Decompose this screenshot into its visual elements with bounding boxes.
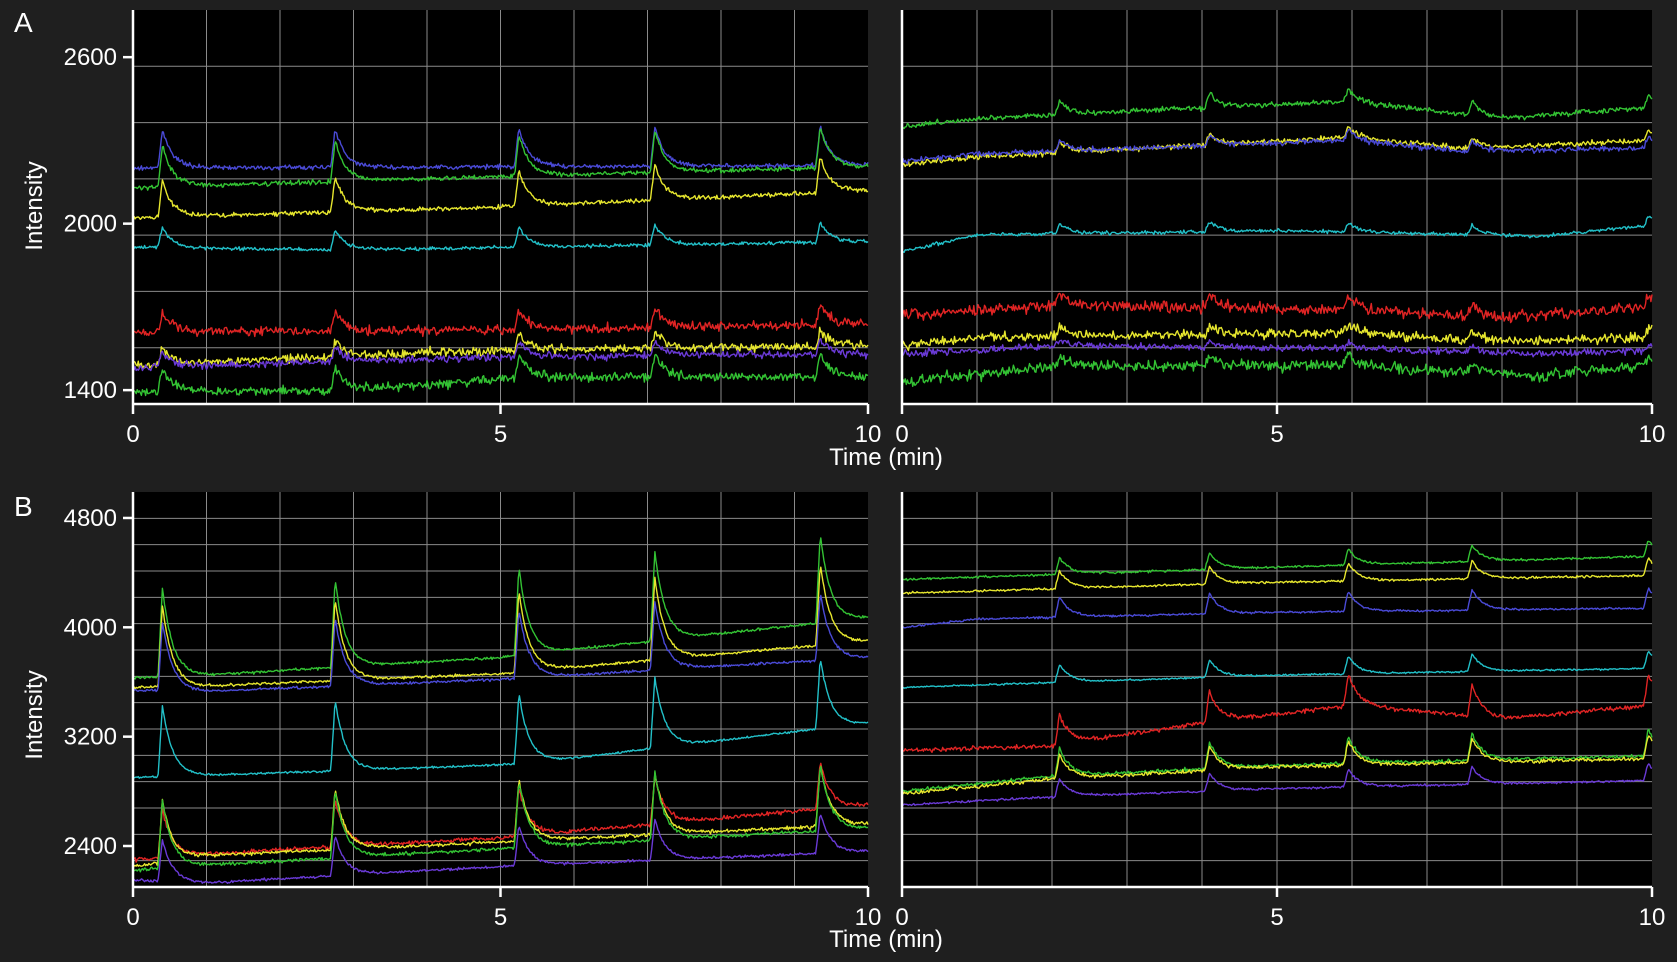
trace-line <box>901 540 1653 582</box>
traces <box>901 540 1653 807</box>
x-tick-label: 10 <box>855 904 882 931</box>
trace-line <box>132 762 869 863</box>
trace-line <box>901 292 1653 324</box>
plot-area <box>132 10 869 404</box>
x-tick-label: 5 <box>1270 904 1283 931</box>
x-tick-label: 5 <box>494 904 507 931</box>
panel-letter-a: A <box>14 7 33 38</box>
trace-line <box>132 765 869 869</box>
trace-line <box>901 351 1653 388</box>
trace-line <box>901 126 1653 168</box>
y-tick-label: 1400 <box>64 377 117 404</box>
x-axis-label-b: Time (min) <box>829 926 943 953</box>
y-tick-label: 4800 <box>64 505 117 532</box>
x-tick-label: 5 <box>1270 421 1283 448</box>
trace-line <box>132 128 869 191</box>
trace-line <box>132 566 869 690</box>
panel-b-right: 0 5 10 <box>895 492 1665 931</box>
panel-a-right: 0 5 10 <box>895 10 1665 448</box>
trace-line <box>132 125 869 171</box>
trace-line <box>901 674 1653 753</box>
x-tick-label: 10 <box>1639 904 1666 931</box>
axes: 0 5 10 1400 2000 2600 <box>64 10 882 448</box>
panel-a-left: A Intensity Time (min) 0 5 10 1400 2000 2600 <box>14 7 943 471</box>
traces <box>132 537 869 884</box>
x-tick-label: 0 <box>126 904 139 931</box>
plot-area <box>132 492 869 887</box>
gridlines <box>133 492 868 887</box>
trace-line <box>132 337 869 372</box>
trace-line <box>901 557 1653 595</box>
trace-line <box>901 215 1653 253</box>
trace-line <box>901 338 1653 358</box>
trace-line <box>901 128 1653 165</box>
x-axis-label-a: Time (min) <box>829 444 943 471</box>
trace-line <box>133 537 869 680</box>
y-axis-label-a: Intensity <box>21 161 48 250</box>
plot-area <box>901 10 1653 404</box>
traces <box>132 125 869 397</box>
trace-line <box>132 353 869 397</box>
trace-line <box>901 88 1653 130</box>
trace-line <box>901 650 1653 689</box>
y-axis-label-b: Intensity <box>21 670 48 759</box>
axes: 0 5 10 <box>895 492 1665 931</box>
trace-line <box>901 728 1653 793</box>
trace-line <box>132 594 869 693</box>
y-tick-label: 3200 <box>64 724 117 751</box>
panel-letter-b: B <box>14 491 33 522</box>
trace-line <box>132 158 869 220</box>
x-tick-label: 10 <box>855 421 882 448</box>
trace-line <box>132 814 869 884</box>
x-tick-label: 10 <box>1639 421 1666 448</box>
trace-line <box>901 322 1653 352</box>
y-tick-label: 2600 <box>64 44 117 71</box>
trace-line <box>901 587 1653 629</box>
axes: 0 5 10 <box>895 10 1665 448</box>
trace-line <box>133 660 869 779</box>
trace-line <box>132 221 869 252</box>
panel-b-left: B Intensity Time (min) 0 5 10 2400 3200 4000 4… <box>14 491 943 953</box>
gridlines <box>133 10 868 404</box>
plot-area <box>901 492 1653 887</box>
trace-line <box>132 304 869 338</box>
traces <box>901 88 1653 388</box>
trace-line <box>901 735 1653 796</box>
axes: 0 5 10 2400 3200 4000 4800 <box>64 492 882 931</box>
y-tick-label: 2400 <box>64 833 117 860</box>
trace-line <box>132 326 869 370</box>
trace-line <box>901 763 1653 807</box>
x-tick-label: 5 <box>494 421 507 448</box>
x-tick-label: 0 <box>895 421 908 448</box>
y-tick-label: 4000 <box>64 614 117 641</box>
y-tick-label: 2000 <box>64 211 117 238</box>
x-tick-label: 0 <box>895 904 908 931</box>
gridlines <box>902 492 1652 887</box>
x-tick-label: 0 <box>126 421 139 448</box>
trace-line <box>132 765 869 873</box>
